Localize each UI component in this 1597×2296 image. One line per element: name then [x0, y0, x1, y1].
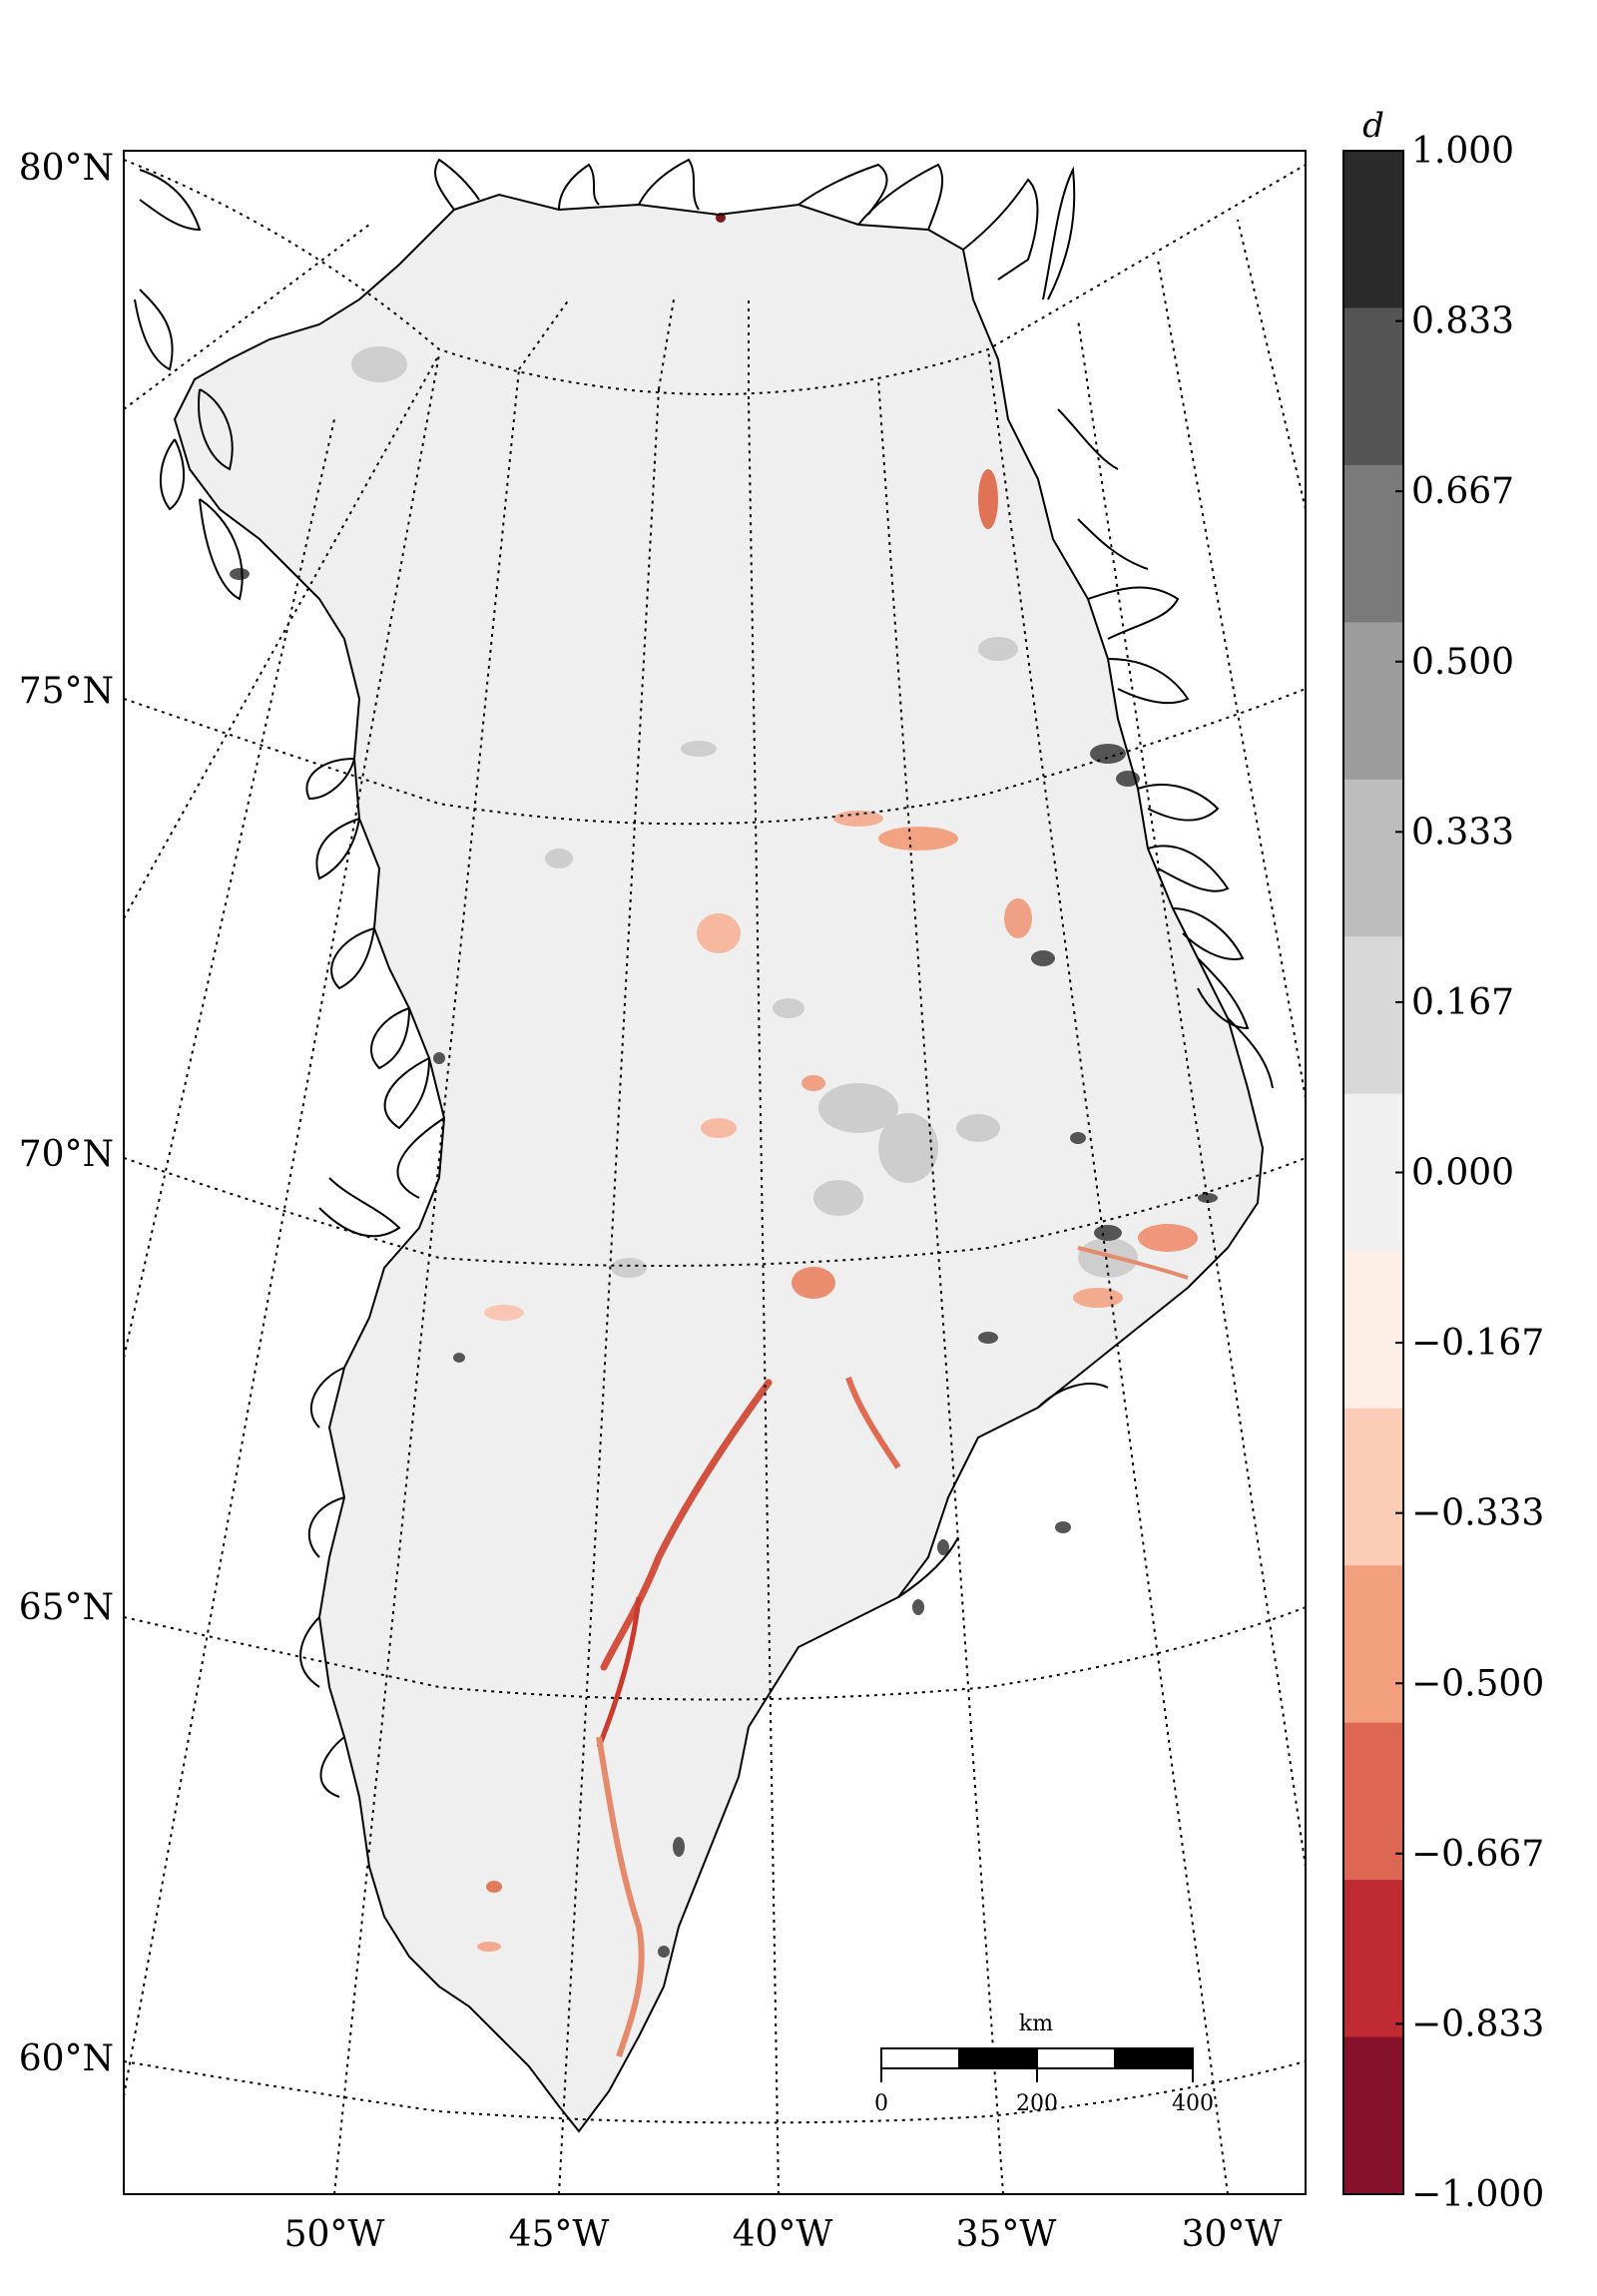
- colorbar-tick-label: 0.000: [1411, 1153, 1514, 1194]
- colorbar-tick-label: 0.333: [1411, 812, 1514, 853]
- latitude-labels: 80°N 75°N 70°N 65°N 60°N: [19, 148, 114, 2079]
- gray-patches: [351, 346, 1138, 1278]
- colorbar-tick-label: −0.333: [1411, 1493, 1544, 1534]
- lon-label-30w: 30°W: [1182, 2214, 1283, 2255]
- colorbar-swatches: [1343, 151, 1403, 2195]
- colorbar-swatch: [1343, 1565, 1403, 1724]
- coastline: [134, 158, 1274, 2133]
- colorbar-swatch: [1343, 1251, 1403, 1410]
- lon-label-35w: 35°W: [956, 2214, 1057, 2255]
- lon-label-45w: 45°W: [509, 2214, 610, 2255]
- colorbar-swatch: [1343, 936, 1403, 1095]
- colorbar-tick-label: 1.000: [1411, 131, 1514, 172]
- anomaly-patches: [477, 469, 1198, 2057]
- colorbar-swatch: [1343, 1880, 1403, 2038]
- colorbar-title: d: [1362, 106, 1384, 146]
- dark-patches: [230, 213, 1218, 1958]
- colorbar-tick-label: 0.833: [1411, 301, 1514, 342]
- lat-label-80: 80°N: [19, 148, 114, 189]
- scale-bar: km 0 200 400: [874, 2011, 1214, 2116]
- colorbar-swatch: [1343, 1722, 1403, 1881]
- graticule-parallels: [124, 159, 1306, 2124]
- colorbar-swatch: [1343, 2036, 1403, 2195]
- colorbar: d 1.000 0.833 0.667 0.500 0.333 0.167 0.000 −0.…: [1342, 106, 1544, 2215]
- colorbar-swatch: [1343, 464, 1403, 623]
- colorbar-ticks: 1.000 0.833 0.667 0.500 0.333 0.167 0.000 −0.16…: [1395, 131, 1544, 2215]
- lat-label-70: 70°N: [19, 1134, 114, 1175]
- lat-label-60: 60°N: [19, 2038, 114, 2079]
- ice-sheet: [175, 195, 1263, 2131]
- graticule-meridians: [124, 219, 1306, 2194]
- colorbar-tick-label: 0.667: [1411, 471, 1514, 512]
- map-panel: km 0 200 400: [123, 150, 1307, 2195]
- colorbar-swatch: [1343, 622, 1403, 781]
- lat-label-75: 75°N: [19, 671, 114, 712]
- lon-label-50w: 50°W: [284, 2214, 385, 2255]
- colorbar-swatch: [1343, 1093, 1403, 1252]
- longitude-labels: 50°W 45°W 40°W 35°W 30°W: [284, 2214, 1283, 2255]
- lat-label-65: 65°N: [19, 1587, 114, 1628]
- scale-bar-tick-200: 200: [1016, 2091, 1058, 2116]
- lon-label-40w: 40°W: [733, 2214, 833, 2255]
- colorbar-tick-label: −0.167: [1411, 1323, 1544, 1364]
- colorbar-tick-label: 0.167: [1411, 982, 1514, 1023]
- scale-bar-tick-400: 400: [1172, 2091, 1214, 2116]
- colorbar-tick-label: −0.500: [1411, 1663, 1544, 1704]
- colorbar-tick-label: −0.833: [1411, 2004, 1544, 2044]
- scale-bar-unit: km: [1019, 2011, 1053, 2036]
- colorbar-swatch: [1343, 307, 1403, 466]
- colorbar-swatch: [1343, 151, 1403, 308]
- colorbar-tick-label: 0.500: [1411, 642, 1514, 683]
- colorbar-tick-label: −1.000: [1411, 2174, 1544, 2215]
- colorbar-tick-label: −0.667: [1411, 1834, 1544, 1875]
- scale-bar-tick-0: 0: [874, 2091, 888, 2116]
- colorbar-swatch: [1343, 779, 1403, 937]
- colorbar-swatch: [1343, 1408, 1403, 1566]
